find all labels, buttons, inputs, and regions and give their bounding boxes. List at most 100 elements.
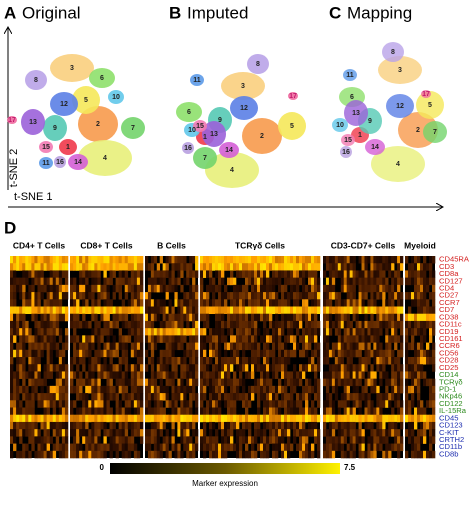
heatmap-cell [88, 306, 92, 315]
heatmap-cell [55, 328, 60, 336]
heatmap-cell [22, 349, 26, 358]
heatmap-cell [61, 407, 66, 416]
heatmap-cell [364, 335, 368, 343]
heatmap-cell [156, 364, 161, 372]
heatmap-cell [165, 357, 169, 365]
heatmap-cell [43, 421, 47, 430]
heatmap-cell [46, 335, 50, 343]
cluster-label: 12 [60, 101, 68, 108]
heatmap-cell [358, 335, 362, 343]
heatmap-cell [162, 357, 166, 365]
heatmap-cell [37, 263, 41, 271]
heatmap-cell [352, 328, 356, 336]
heatmap-cell [269, 292, 273, 300]
heatmap-cell [248, 328, 252, 336]
heatmap-cell [31, 429, 35, 437]
heatmap-cell [10, 429, 14, 437]
heatmap-cell [379, 270, 383, 278]
heatmap-cell [411, 443, 415, 452]
heatmap-cell [115, 443, 119, 452]
heatmap-cell [37, 371, 41, 379]
cluster-label: 4 [103, 155, 107, 162]
heatmap-cell [168, 400, 172, 408]
heatmap-cell [34, 414, 38, 423]
heatmap-cell [61, 270, 66, 278]
heatmap-cell [251, 299, 255, 307]
heatmap-cell [94, 393, 98, 401]
heatmap-cell [328, 364, 333, 372]
heatmap-cell [145, 263, 149, 271]
heatmap-cell [323, 306, 327, 315]
heatmap-cell [171, 313, 175, 322]
heatmap-cell [97, 385, 101, 394]
heatmap-cell [290, 292, 294, 300]
heatmap-cell [79, 349, 83, 358]
heatmap-cell [284, 306, 288, 315]
heatmap-cell [177, 357, 181, 365]
heatmap-cell [293, 371, 297, 379]
heatmap-cell [195, 400, 199, 408]
heatmap-cell [394, 357, 398, 365]
heatmap-cell [257, 364, 261, 372]
heatmap-cell [200, 299, 204, 307]
heatmap-cell [28, 393, 32, 401]
heatmap-cell [275, 429, 279, 437]
heatmap-cell [91, 400, 95, 408]
heatmap-cell [284, 270, 288, 278]
heatmap-cell [397, 371, 401, 379]
heatmap-cell [251, 364, 255, 372]
heatmap-cell [124, 335, 129, 343]
heatmap-cell [394, 292, 398, 300]
heatmap-cell [79, 256, 83, 264]
heatmap-cell [218, 270, 222, 278]
heatmap-cell [414, 263, 418, 271]
marker-label: CD4 [439, 283, 454, 292]
heatmap-cell [311, 357, 315, 365]
heatmap-cell [308, 450, 312, 459]
heatmap-cell [254, 349, 258, 358]
heatmap-cell [91, 436, 95, 444]
heatmap-cell [10, 385, 14, 394]
heatmap-cell [58, 407, 63, 416]
heatmap-cell [397, 414, 401, 423]
heatmap-cell [200, 357, 204, 365]
heatmap-cell [165, 284, 169, 293]
heatmap-cell [16, 328, 20, 336]
heatmap-cell [349, 450, 353, 459]
heatmap-cell [136, 385, 141, 394]
heatmap-cell [408, 414, 412, 423]
heatmap-cell [245, 328, 249, 336]
heatmap-cell [115, 378, 119, 387]
heatmap-cell [34, 292, 38, 300]
heatmap-cell [112, 342, 116, 351]
heatmap-cell [22, 328, 26, 336]
heatmap-cell [370, 328, 374, 336]
heatmap-cell [58, 270, 63, 278]
heatmap-cell [281, 429, 285, 437]
heatmap-cell [323, 421, 327, 430]
heatmap-cell [361, 385, 365, 394]
heatmap-cell [394, 270, 398, 278]
heatmap-cell [397, 393, 401, 401]
heatmap-cell [287, 421, 291, 430]
heatmap-cell [284, 371, 288, 379]
heatmap-cell [233, 371, 237, 379]
heatmap-cell [85, 378, 89, 387]
heatmap-cell [174, 371, 178, 379]
heatmap-cell [314, 335, 318, 343]
heatmap-cell [346, 335, 350, 343]
heatmap-cell [156, 284, 161, 293]
heatmap-cell [159, 306, 163, 315]
heatmap-cell [183, 393, 187, 401]
heatmap-cell [118, 378, 123, 387]
heatmap-cell [186, 407, 190, 416]
heatmap-cell [73, 299, 77, 307]
heatmap-cell [281, 436, 285, 444]
marker-label: CD56 [439, 348, 458, 357]
heatmap-cell [269, 407, 273, 416]
heatmap-cell [192, 342, 196, 351]
heatmap-cell [236, 436, 240, 444]
heatmap-cell [209, 371, 213, 379]
heatmap-cell [290, 407, 294, 416]
heatmap-cell [177, 407, 181, 416]
